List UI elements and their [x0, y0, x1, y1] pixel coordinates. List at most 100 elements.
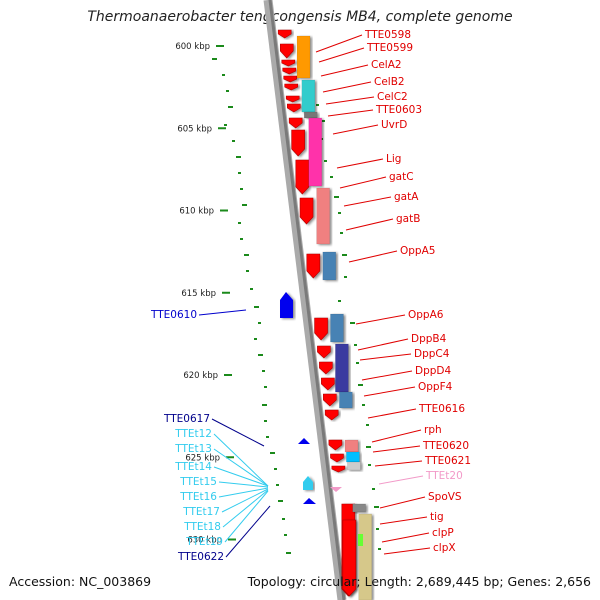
right-label-leader — [363, 386, 416, 397]
gc-skew-dash — [254, 306, 259, 308]
gc-skew-dash — [276, 484, 279, 486]
gc-skew-dash — [372, 488, 375, 490]
gc-skew-dash — [322, 120, 325, 122]
left-gene-label: TTE0622 — [177, 551, 224, 563]
kbp-ruler: 600 kbp 605 kbp 610 kbp 615 kbp 620 kbp 625 k… — [175, 42, 236, 546]
gc-skew-dash — [350, 322, 355, 324]
right-label-leader — [371, 429, 422, 443]
left-gene-label: TTEt19 — [185, 536, 223, 548]
forward-gene-arrow — [324, 409, 339, 421]
right-label-leader — [359, 353, 412, 361]
ruler-label: 605 kbp — [177, 124, 212, 134]
gc-skew-dash — [212, 58, 217, 60]
cog-block — [335, 343, 349, 393]
gc-skew-dash — [226, 90, 229, 92]
left-label-leader — [221, 488, 269, 513]
right-label-leader — [372, 445, 421, 453]
gc-skew-dash — [286, 552, 291, 554]
genome-backbone-edge — [268, 0, 346, 600]
gc-skew-dash — [264, 420, 267, 422]
right-label-leader — [343, 196, 392, 207]
right-gene-label: DppC4 — [414, 348, 450, 360]
right-label-leader — [379, 496, 426, 509]
gc-skew-dash — [342, 254, 347, 256]
right-label-leader — [315, 34, 363, 53]
forward-gene-arrow — [277, 29, 292, 39]
right-label-leader — [322, 81, 372, 93]
gc-skew-dash — [316, 104, 319, 106]
reverse-gene-arrow — [298, 438, 310, 444]
forward-gene-arrow — [328, 439, 343, 451]
gc-skew-dash — [366, 446, 371, 448]
right-gene-label: Lig — [386, 153, 401, 165]
right-gene-label: TTE0620 — [422, 440, 469, 452]
gc-skew-dash — [238, 172, 241, 174]
gc-skew-dash — [274, 468, 277, 470]
right-gene-label: OppF4 — [418, 381, 453, 393]
gc-skew-dash — [262, 404, 267, 406]
right-label-leader — [345, 218, 394, 231]
cog-block — [303, 111, 318, 119]
right-gene-label: gatC — [389, 171, 414, 183]
left-label-leader — [222, 489, 269, 528]
forward-gene-arrow — [283, 75, 298, 83]
gc-skew-dash — [240, 238, 243, 240]
right-label-leader — [355, 314, 406, 325]
forward-gene-arrow — [287, 103, 301, 113]
gc-skew-dash — [240, 188, 243, 190]
right-gene-label: TTEt20 — [425, 470, 463, 482]
gc-skew-dash — [344, 276, 347, 278]
ruler-label: 625 kbp — [185, 453, 220, 463]
gc-skew-dash — [264, 386, 267, 388]
gc-skew-dash — [356, 362, 359, 364]
right-label-leader — [379, 516, 428, 525]
gc-skew-dash — [366, 424, 369, 426]
forward-gene-arrow — [314, 317, 328, 341]
forward-gene-arrow — [342, 519, 357, 597]
gc-skew-dash — [340, 232, 343, 234]
forward-gene-arrow — [306, 253, 321, 279]
right-gene-label: clpP — [432, 527, 454, 539]
right-gene-label: SpoVS — [428, 491, 462, 503]
right-gene-label: CelA2 — [371, 59, 402, 71]
gc-skew-dash — [258, 322, 261, 324]
forward-gene-arrow — [319, 361, 333, 375]
cog-block — [296, 35, 311, 79]
gc-skew-dash — [238, 222, 241, 224]
right-label-leader — [367, 408, 417, 419]
forward-gene-arrow — [323, 393, 337, 407]
right-gene-label: TTE0599 — [366, 42, 413, 54]
left-gene-label: TTE0617 — [163, 413, 210, 425]
cog-block — [316, 187, 330, 245]
forward-gene-arrow — [299, 197, 314, 225]
cog-marker — [358, 534, 363, 546]
forward-strand-genes — [277, 29, 357, 597]
gc-skew-dash — [378, 548, 381, 550]
gc-skew-dash — [358, 384, 363, 386]
left-gene-label: TTEt17 — [182, 506, 220, 518]
cog-color-track — [296, 35, 372, 600]
gc-skew-dash — [242, 204, 247, 206]
right-label-leader — [357, 338, 409, 351]
cog-block — [346, 451, 360, 463]
gc-skew-dash — [278, 500, 283, 502]
gc-skew-dash — [258, 354, 263, 356]
right-gene-label: tig — [430, 511, 444, 523]
left-gene-label: TTEt16 — [179, 491, 217, 503]
cog-block — [301, 79, 316, 113]
gc-skew-dash — [362, 404, 365, 406]
right-gene-label: OppA5 — [400, 245, 435, 257]
ruler-label: 630 kbp — [187, 536, 222, 546]
forward-gene-arrow — [282, 67, 297, 75]
right-gene-label: TTE0621 — [424, 455, 471, 467]
gc-skew-dash — [254, 338, 257, 340]
left-gene-label: TTEt15 — [179, 476, 217, 488]
ruler-tick — [222, 291, 230, 294]
reverse-gene-arrow — [280, 292, 293, 318]
forward-gene-arrow — [331, 465, 346, 473]
right-label-leader — [327, 109, 374, 117]
forward-gene-arrow — [285, 95, 300, 103]
left-label-leader — [213, 448, 269, 487]
genome-summary-text: Topology: circular; Length: 2,689,445 bp… — [247, 574, 591, 589]
map-title: Thermoanaerobacter tengcongensis MB4, co… — [87, 9, 513, 25]
